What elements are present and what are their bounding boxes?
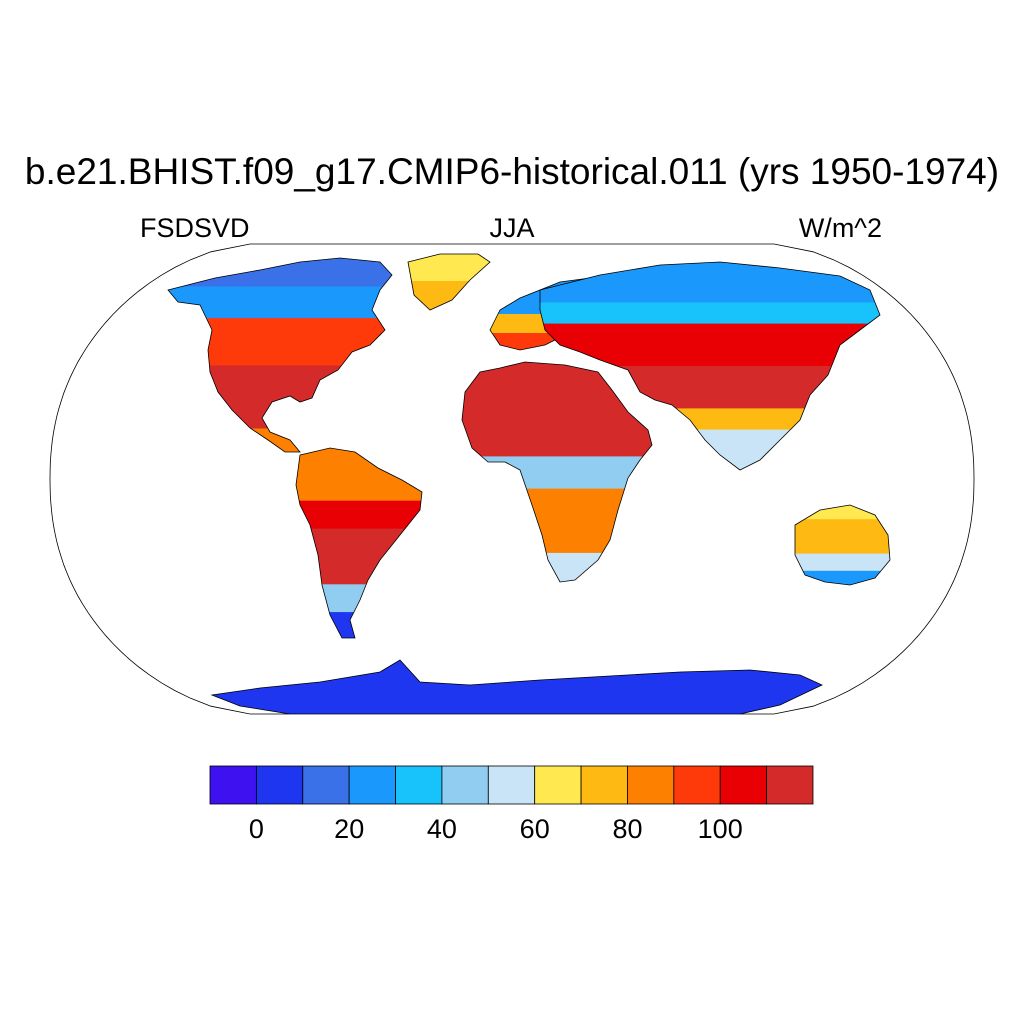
colorbar-box: [580, 765, 628, 805]
coastline: [407, 253, 491, 311]
colorbar-box: [766, 765, 814, 805]
colorbar-tick-labels: 0 20 40 60 80 100: [249, 814, 743, 844]
colorbar-box: [719, 765, 768, 805]
colorbar-box: [395, 765, 443, 805]
coastline: [461, 361, 653, 583]
colorbar-box: [441, 765, 489, 805]
colorbar-box: [534, 765, 582, 805]
colorbar-tick-label: 20: [334, 814, 364, 844]
colorbar-box: [302, 765, 350, 805]
coastline: [539, 261, 881, 471]
region-band: [540, 302, 880, 325]
colorbar-tick-label: 0: [249, 814, 264, 844]
region-band: [168, 286, 392, 319]
colorbar-tick-label: 80: [612, 814, 642, 844]
colorbar-box: [627, 765, 675, 805]
coastline: [167, 257, 393, 453]
colorbar-box: [487, 765, 536, 805]
colorbar-box: [348, 765, 396, 805]
colorbar-box: [209, 765, 257, 805]
region-band: [795, 553, 890, 572]
units-label: W/m^2: [798, 213, 882, 243]
coastline: [794, 504, 891, 586]
coastline: [295, 447, 423, 639]
colorbar-tick-label: 60: [520, 814, 550, 844]
colorbar-tick-label: 40: [427, 814, 457, 844]
colorbar-box: [673, 765, 721, 805]
variable-label: FSDSVD: [140, 213, 250, 243]
region-band: [296, 500, 422, 530]
season-label: JJA: [489, 213, 535, 243]
region-band: [795, 519, 890, 555]
colorbar-box: [255, 765, 304, 805]
coastline: [210, 659, 823, 714]
colorbar-tick-label: 100: [698, 814, 743, 844]
plot-title: b.e21.BHIST.f09_g17.CMIP6-historical.011…: [24, 151, 1000, 192]
colorbar-boxes: [209, 765, 814, 805]
